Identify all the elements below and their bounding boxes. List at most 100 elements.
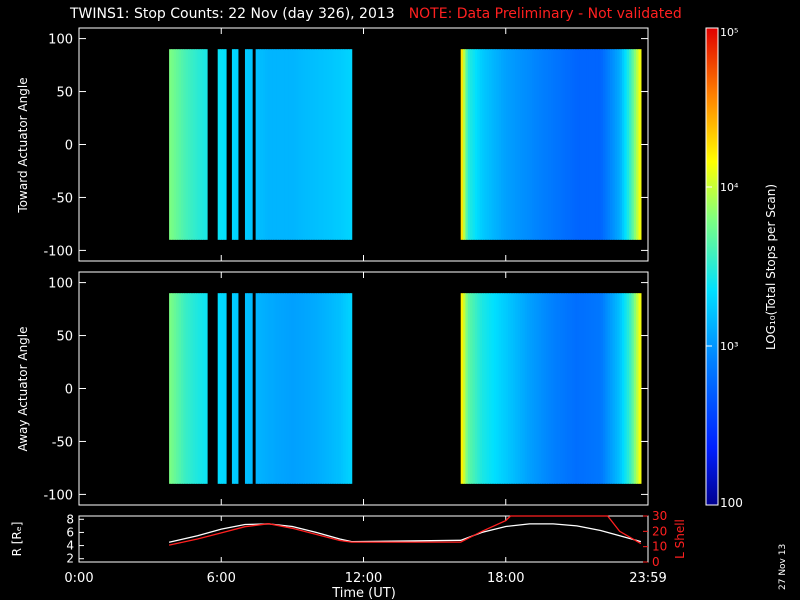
away-heatmap-column (508, 293, 512, 484)
away-heatmap-column (501, 293, 504, 484)
title-main: TWINS1: Stop Counts: 22 Nov (day 326), 2… (70, 6, 395, 22)
away-heatmap-column (317, 293, 321, 484)
toward-heatmap-column (515, 49, 519, 240)
toward-heatmap-column (178, 49, 182, 240)
toward-heatmap-column (340, 49, 344, 240)
toward-heatmap-column (574, 49, 578, 240)
toward-heatmap-column (569, 49, 573, 240)
toward-heatmap-column (343, 49, 347, 240)
away-heatmap-column (272, 293, 276, 484)
away-heatmap-column (300, 293, 304, 484)
away-heatmap-column (345, 293, 349, 484)
away-heatmap-column (527, 293, 531, 484)
toward-heatmap-column (231, 49, 235, 240)
away-heatmap-column (543, 293, 547, 484)
toward-heatmap-column (465, 49, 469, 240)
toward-heatmap-column (617, 49, 621, 240)
toward-heatmap-column (519, 49, 523, 240)
away-heatmap-column (312, 293, 316, 484)
toward-heatmap-column (269, 49, 273, 240)
toward-heatmap-column (493, 49, 497, 240)
away-heatmap-column (541, 293, 545, 484)
away-heatmap-column (247, 293, 251, 484)
away-heatmap-column (572, 293, 576, 484)
toward-heatmap-column (612, 49, 616, 240)
toward-heatmap-column (538, 49, 542, 240)
away-heatmap-column (626, 293, 630, 484)
toward-heatmap-column (281, 49, 285, 240)
away-heatmap-column (329, 293, 333, 484)
title-note: NOTE: Data Preliminary - Not validated (408, 6, 682, 22)
away-heatmap-column (183, 293, 187, 484)
away-heatmap-column (188, 293, 192, 484)
toward-heatmap-column (183, 49, 187, 240)
toward-heatmap-column (336, 49, 340, 240)
toward-heatmap-column (546, 49, 550, 240)
toward-heatmap-column (629, 49, 632, 240)
toward-heatmap-column (591, 49, 595, 240)
toward-heatmap-column (333, 49, 337, 240)
toward-heatmap-column (350, 49, 353, 240)
away-heatmap-column (583, 293, 587, 484)
toward-heatmap-column (220, 49, 224, 240)
x-tick-label: 0:00 (64, 571, 93, 586)
toward-heatmap-column (470, 49, 474, 240)
toward-heatmap-column (529, 49, 533, 240)
away-heatmap-column (305, 293, 309, 484)
toward-heatmap-column (602, 49, 606, 240)
toward-heatmap-column (176, 49, 180, 240)
away-heatmap-column (612, 293, 616, 484)
away-heatmap-column (548, 293, 552, 484)
away-heatmap-column (479, 293, 483, 484)
toward-heatmap-column (586, 49, 590, 240)
toward-heatmap-column (595, 49, 599, 240)
toward-heatmap-column (171, 49, 175, 240)
toward-heatmap-column (262, 49, 266, 240)
toward-heatmap-column (249, 49, 253, 240)
toward-heatmap-column (567, 49, 571, 240)
away-heatmap-column (505, 293, 509, 484)
toward-heatmap-column (305, 49, 309, 240)
colorbar-tick-label: 10³ (720, 340, 738, 353)
away-heatmap-column (169, 293, 173, 484)
toward-heatmap-column (610, 49, 614, 240)
toward-heatmap-column (512, 49, 516, 240)
away-heatmap-column (333, 293, 337, 484)
away-heatmap-column (617, 293, 621, 484)
toward-heatmap-column (173, 49, 177, 240)
y-tick-label: -100 (43, 488, 73, 503)
toward-heatmap-column (298, 49, 302, 240)
away-heatmap-column (629, 293, 632, 484)
away-heatmap-column (281, 293, 285, 484)
toward-heatmap-column (472, 49, 476, 240)
toward-heatmap-column (307, 49, 311, 240)
away-heatmap-column (322, 293, 325, 484)
toward-heatmap-column (560, 49, 564, 240)
away-heatmap-column (536, 293, 540, 484)
toward-heatmap-column (288, 49, 292, 240)
r-tick-label: 6 (66, 525, 74, 539)
toward-heatmap-column (557, 49, 561, 240)
away-heatmap-column (519, 293, 523, 484)
ylabel-orbit-lshell: L Shell (673, 519, 687, 559)
toward-heatmap-column (565, 49, 568, 240)
away-heatmap-column (331, 293, 335, 484)
away-heatmap-column (550, 293, 554, 484)
away-heatmap-column (477, 293, 481, 484)
toward-heatmap-column (348, 49, 352, 240)
toward-heatmap-column (522, 49, 526, 240)
colorbar-tick-label: 10⁵ (720, 26, 738, 39)
away-heatmap-column (510, 293, 514, 484)
away-heatmap-column (231, 293, 235, 484)
away-heatmap-column (190, 293, 194, 484)
toward-heatmap-column (329, 49, 333, 240)
toward-heatmap-column (195, 49, 199, 240)
toward-heatmap-column (536, 49, 540, 240)
toward-heatmap-column (553, 49, 557, 240)
away-heatmap-column (262, 293, 266, 484)
toward-heatmap-column (322, 49, 325, 240)
x-tick-label: 18:00 (487, 571, 524, 586)
toward-heatmap-column (460, 49, 464, 240)
toward-heatmap-column (312, 49, 316, 240)
